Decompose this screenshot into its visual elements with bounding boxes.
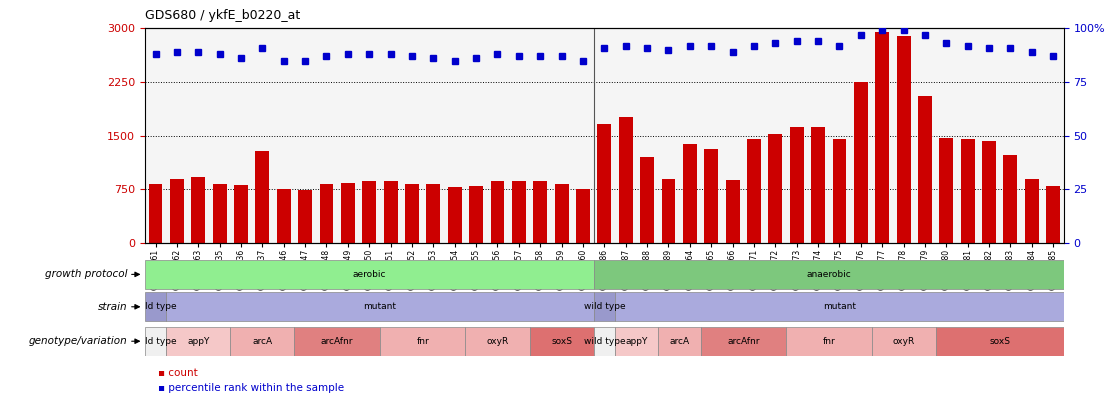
- Bar: [299, 190, 312, 243]
- Bar: [615, 292, 1064, 322]
- Text: GDS680 / ykfE_b0220_at: GDS680 / ykfE_b0220_at: [145, 9, 300, 22]
- Text: fnr: fnr: [822, 337, 836, 346]
- Bar: [983, 141, 996, 243]
- Text: soxS: soxS: [551, 337, 573, 346]
- Bar: [1025, 179, 1038, 243]
- Bar: [145, 326, 166, 356]
- Bar: [469, 186, 483, 243]
- Text: fnr: fnr: [417, 337, 429, 346]
- Bar: [512, 181, 526, 243]
- Text: wild type: wild type: [584, 337, 625, 346]
- Bar: [615, 326, 657, 356]
- Bar: [871, 326, 936, 356]
- Bar: [427, 184, 440, 243]
- Text: strain: strain: [98, 302, 127, 312]
- Text: arcA: arcA: [252, 337, 273, 346]
- Bar: [466, 326, 529, 356]
- Text: ▪ count: ▪ count: [158, 368, 198, 377]
- Bar: [662, 179, 675, 243]
- Bar: [657, 326, 701, 356]
- Bar: [380, 326, 466, 356]
- Bar: [320, 184, 333, 243]
- Bar: [1004, 155, 1017, 243]
- Bar: [231, 326, 294, 356]
- Bar: [939, 138, 954, 243]
- Bar: [594, 326, 615, 356]
- Bar: [704, 149, 719, 243]
- Text: soxS: soxS: [989, 337, 1010, 346]
- Bar: [383, 181, 398, 243]
- Bar: [725, 180, 740, 243]
- Bar: [534, 181, 547, 243]
- Bar: [641, 157, 654, 243]
- Text: oxyR: oxyR: [487, 337, 509, 346]
- Bar: [576, 189, 590, 243]
- Bar: [790, 127, 803, 243]
- Bar: [276, 189, 291, 243]
- Bar: [166, 326, 231, 356]
- Bar: [594, 292, 615, 322]
- Bar: [811, 127, 825, 243]
- Bar: [769, 134, 782, 243]
- Bar: [594, 260, 1064, 289]
- Bar: [192, 177, 205, 243]
- Bar: [294, 326, 380, 356]
- Bar: [448, 187, 461, 243]
- Bar: [145, 260, 594, 289]
- Bar: [529, 326, 594, 356]
- Bar: [362, 181, 377, 243]
- Text: arcA: arcA: [670, 337, 690, 346]
- Bar: [1046, 186, 1061, 243]
- Bar: [960, 139, 975, 243]
- Text: oxyR: oxyR: [892, 337, 915, 346]
- Text: mutant: mutant: [363, 302, 397, 311]
- Bar: [490, 181, 505, 243]
- Text: wild type: wild type: [135, 337, 176, 346]
- Bar: [897, 36, 910, 243]
- Text: ▪ percentile rank within the sample: ▪ percentile rank within the sample: [158, 383, 344, 392]
- Text: arcAfnr: arcAfnr: [321, 337, 353, 346]
- Bar: [213, 184, 226, 243]
- Text: wild type: wild type: [135, 302, 176, 311]
- Text: appY: appY: [625, 337, 647, 346]
- Bar: [405, 184, 419, 243]
- Bar: [234, 185, 248, 243]
- Bar: [832, 139, 847, 243]
- Bar: [255, 151, 270, 243]
- Text: arcAfnr: arcAfnr: [727, 337, 760, 346]
- Text: aerobic: aerobic: [352, 270, 385, 279]
- Text: genotype/variation: genotype/variation: [29, 336, 127, 346]
- Text: wild type: wild type: [584, 302, 625, 311]
- Text: appY: appY: [187, 337, 209, 346]
- Text: mutant: mutant: [823, 302, 856, 311]
- Bar: [148, 184, 163, 243]
- Bar: [341, 183, 355, 243]
- Bar: [166, 292, 594, 322]
- Bar: [853, 82, 868, 243]
- Bar: [876, 32, 889, 243]
- Bar: [170, 179, 184, 243]
- Bar: [597, 124, 612, 243]
- Bar: [747, 139, 761, 243]
- Text: growth protocol: growth protocol: [45, 269, 127, 279]
- Bar: [786, 326, 871, 356]
- Bar: [918, 96, 932, 243]
- Text: anaerobic: anaerobic: [807, 270, 851, 279]
- Bar: [618, 117, 633, 243]
- Bar: [683, 144, 696, 243]
- Bar: [701, 326, 786, 356]
- Bar: [936, 326, 1064, 356]
- Bar: [145, 292, 166, 322]
- Bar: [555, 184, 568, 243]
